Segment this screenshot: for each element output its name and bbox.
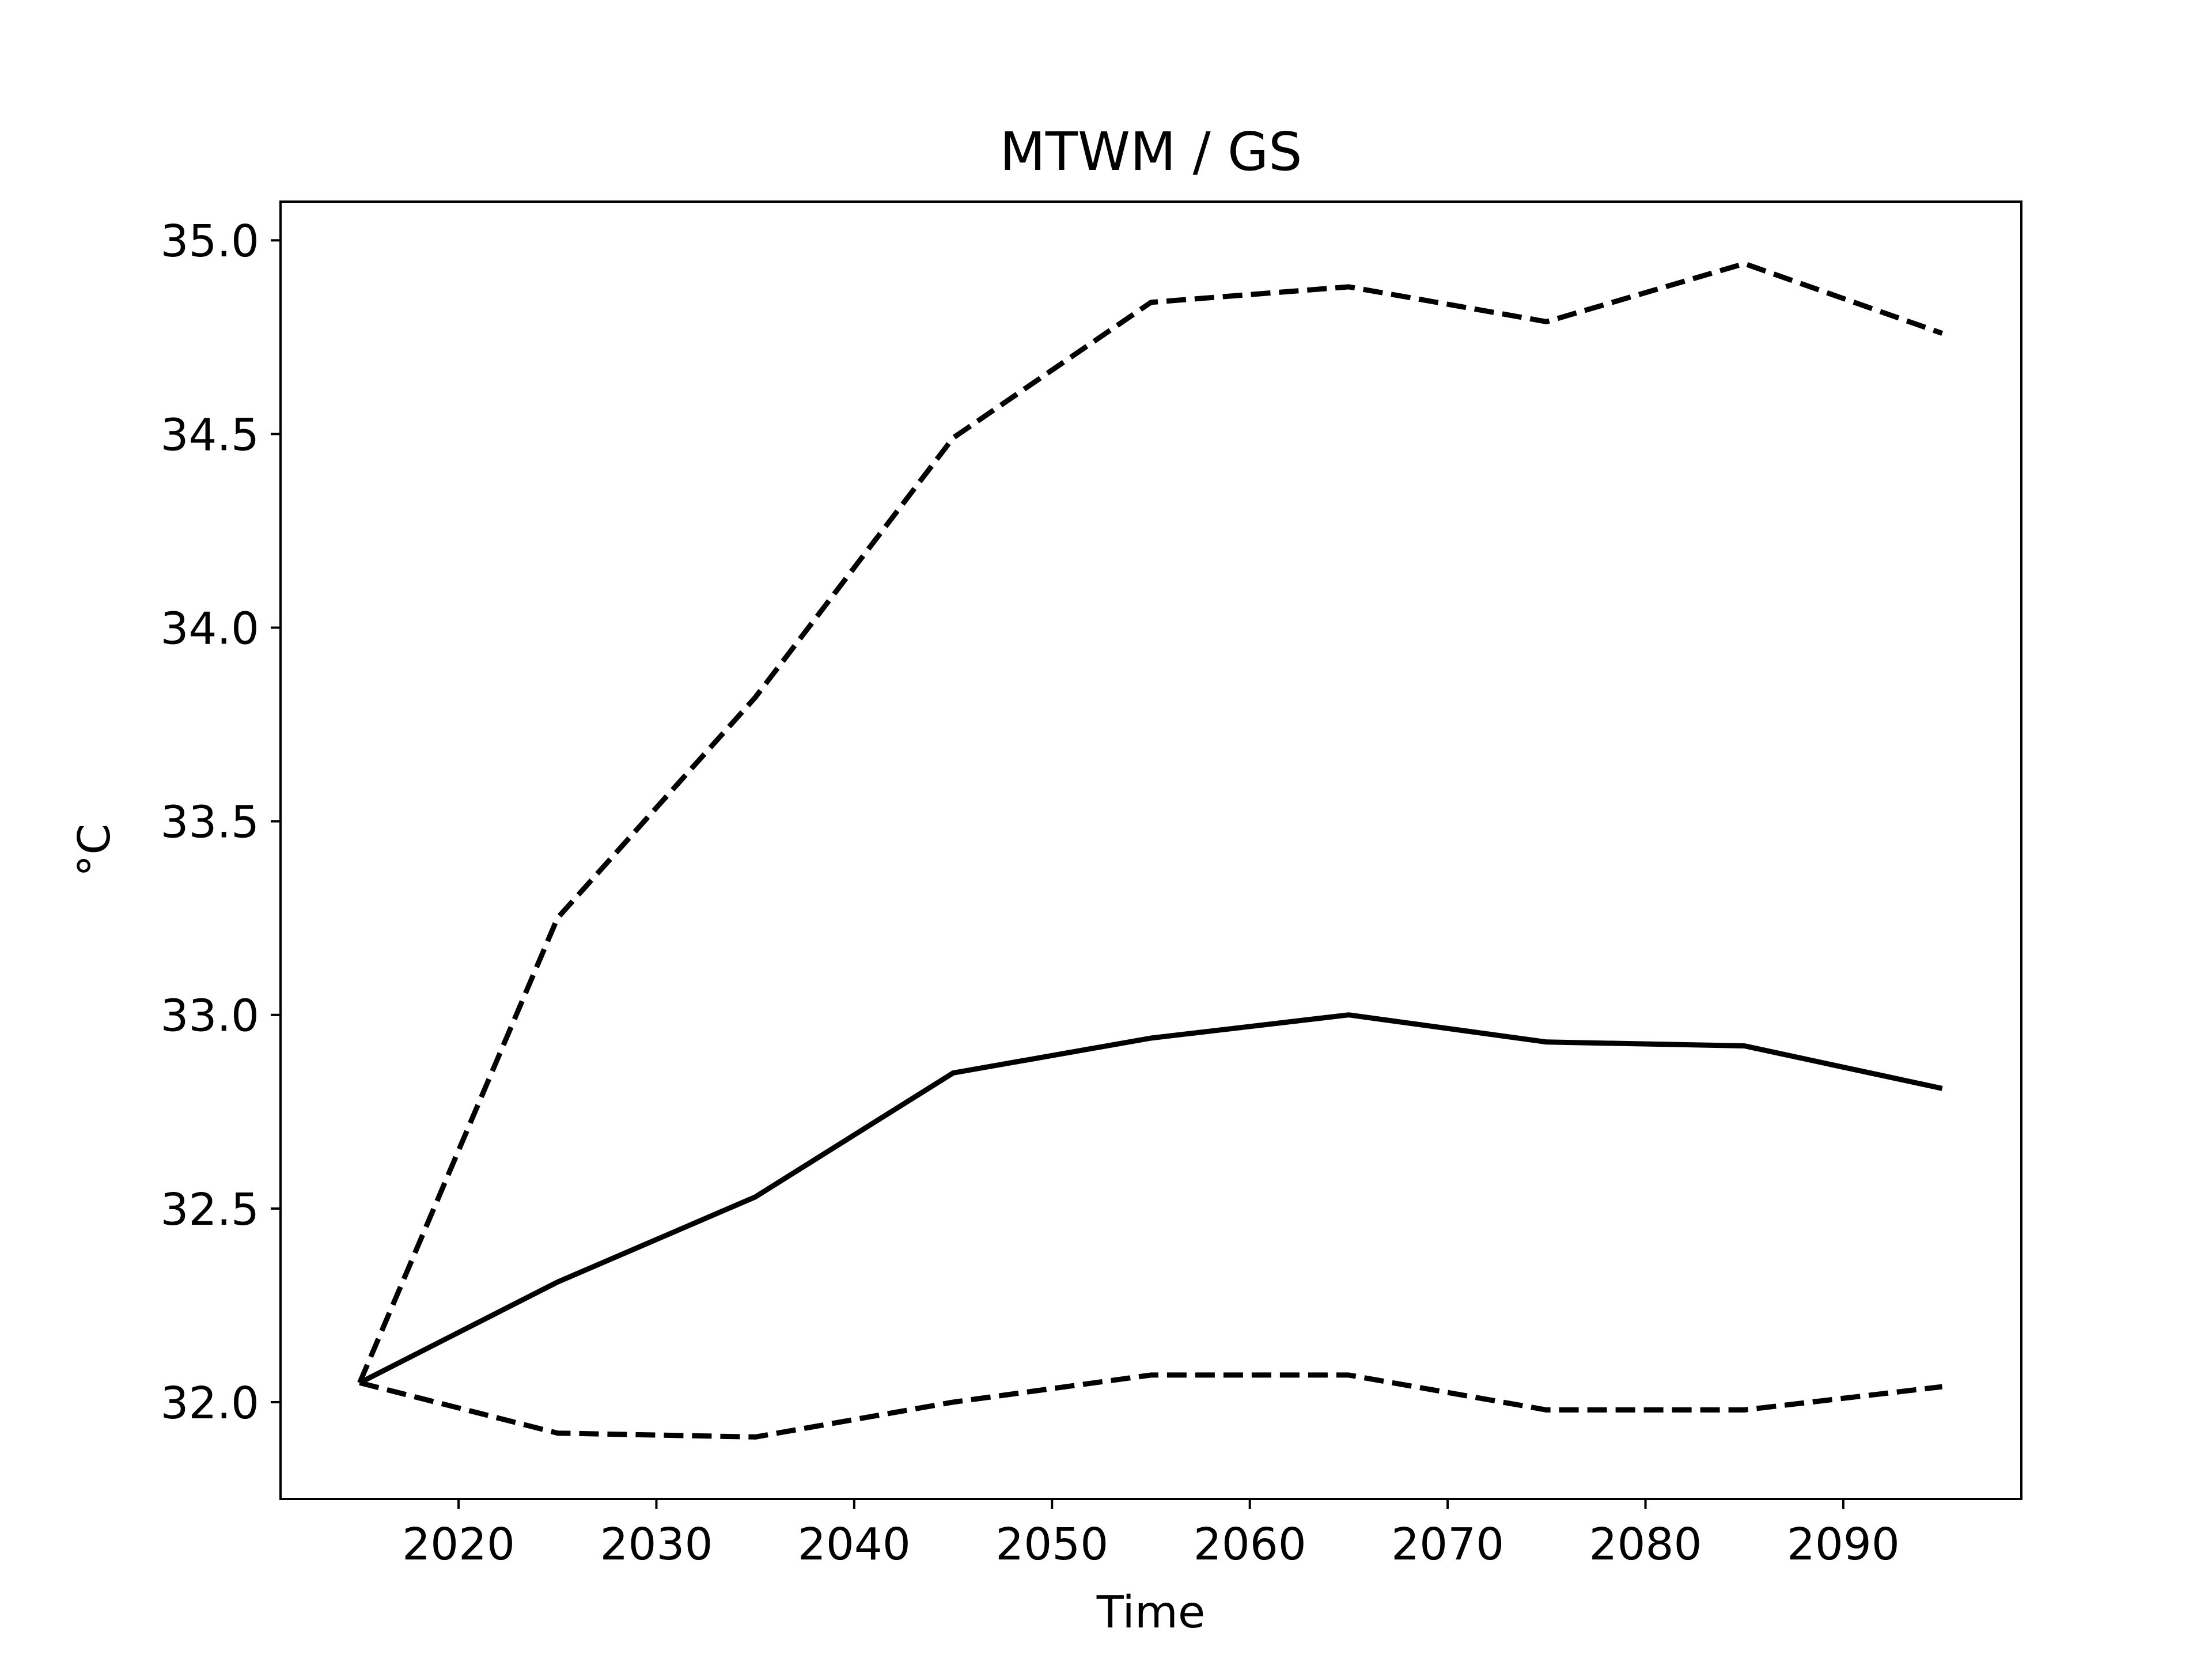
x-axis-ticks: 2020 2030 2040 2050 2060 2070 2080 2090 <box>402 1499 1900 1570</box>
series-line-3-dashed <box>359 1372 1943 1440</box>
y-tick-label-32.0: 32.0 <box>161 1378 259 1429</box>
x-tick-label-2050: 2050 <box>995 1519 1108 1570</box>
x-tick-label-2070: 2070 <box>1391 1519 1504 1570</box>
x-axis-label: Time <box>1096 1587 1205 1638</box>
y-tick-label-33.0: 33.0 <box>161 991 259 1042</box>
y-tick-label-32.5: 32.5 <box>161 1184 259 1236</box>
y-axis-ticks: 32.0 32.5 33.0 33.5 34.0 34.5 35.0 <box>161 216 281 1429</box>
y-tick-label-34.5: 34.5 <box>161 410 259 461</box>
axes-layer <box>279 200 2022 1500</box>
y-tick-label-34.0: 34.0 <box>161 603 259 654</box>
x-tick-label-2090: 2090 <box>1787 1519 1900 1570</box>
series-layer <box>357 261 1944 1440</box>
y-tick-label-35.0: 35.0 <box>161 216 259 267</box>
x-tick-label-2030: 2030 <box>600 1519 713 1570</box>
y-tick-label-33.5: 33.5 <box>161 797 259 849</box>
x-tick-label-2040: 2040 <box>798 1519 911 1570</box>
series-line-1-dashed <box>357 261 1944 1384</box>
x-tick-label-2080: 2080 <box>1589 1519 1702 1570</box>
plot-frame <box>279 200 2022 1500</box>
x-tick-label-2020: 2020 <box>402 1519 515 1570</box>
x-tick-label-2060: 2060 <box>1194 1519 1306 1570</box>
series-line-2-solid <box>358 1012 1943 1385</box>
chart-title: MTWM / GS <box>999 121 1302 183</box>
y-axis-label: °C <box>69 824 120 877</box>
